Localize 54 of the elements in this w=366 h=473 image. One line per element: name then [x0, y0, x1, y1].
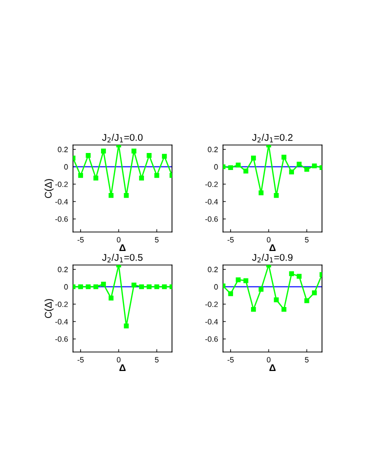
point: [281, 154, 286, 160]
point: [274, 193, 279, 198]
chart-title: J$_{2}$/J$_{1}$=0.9: [252, 254, 293, 262]
point: [108, 296, 114, 300]
point: [236, 277, 241, 282]
y-axis-title: C(Δ): [44, 299, 54, 318]
y-axis-title: C(Δ): [44, 179, 54, 198]
point: [251, 306, 256, 312]
point: [228, 291, 234, 296]
point: [93, 176, 98, 180]
point: [131, 148, 136, 154]
chart-title: J$_{2}$/J$_{1}$=0.5: [102, 254, 143, 262]
point: [281, 306, 286, 312]
point: [139, 284, 144, 290]
point: [243, 168, 248, 174]
point: [146, 153, 152, 158]
point: [258, 286, 264, 292]
x-axis-title: Δ: [269, 244, 276, 252]
point: [162, 284, 167, 290]
point: [251, 156, 256, 160]
x-axis-title: Δ: [269, 364, 276, 372]
point: [162, 154, 167, 159]
point: [304, 298, 310, 304]
x-axis-title: Δ: [119, 244, 126, 252]
point: [289, 271, 294, 276]
point: [78, 173, 84, 178]
chart-title: J$_{2}$/J$_{1}$=0.0: [102, 134, 143, 142]
point: [101, 148, 106, 154]
point: [86, 284, 91, 290]
point: [131, 282, 136, 288]
point: [236, 162, 241, 168]
point: [86, 153, 91, 158]
point: [78, 284, 84, 290]
point: [124, 193, 129, 198]
chart-title: J$_{2}$/J$_{1}$=0.2: [252, 134, 292, 142]
point: [304, 166, 310, 172]
point: [101, 282, 106, 287]
point: [274, 297, 279, 302]
point: [124, 323, 129, 328]
point: [243, 278, 248, 284]
point: [312, 163, 317, 168]
point: [296, 162, 302, 167]
point: [289, 170, 294, 174]
point: [258, 190, 264, 196]
point: [146, 284, 152, 290]
point: [312, 290, 317, 296]
point: [154, 284, 160, 290]
point: [296, 274, 302, 279]
point: [108, 193, 114, 198]
point: [154, 173, 160, 178]
point: [228, 165, 234, 170]
point: [139, 176, 144, 180]
point: [93, 284, 98, 290]
x-axis-title: Δ: [119, 364, 126, 372]
